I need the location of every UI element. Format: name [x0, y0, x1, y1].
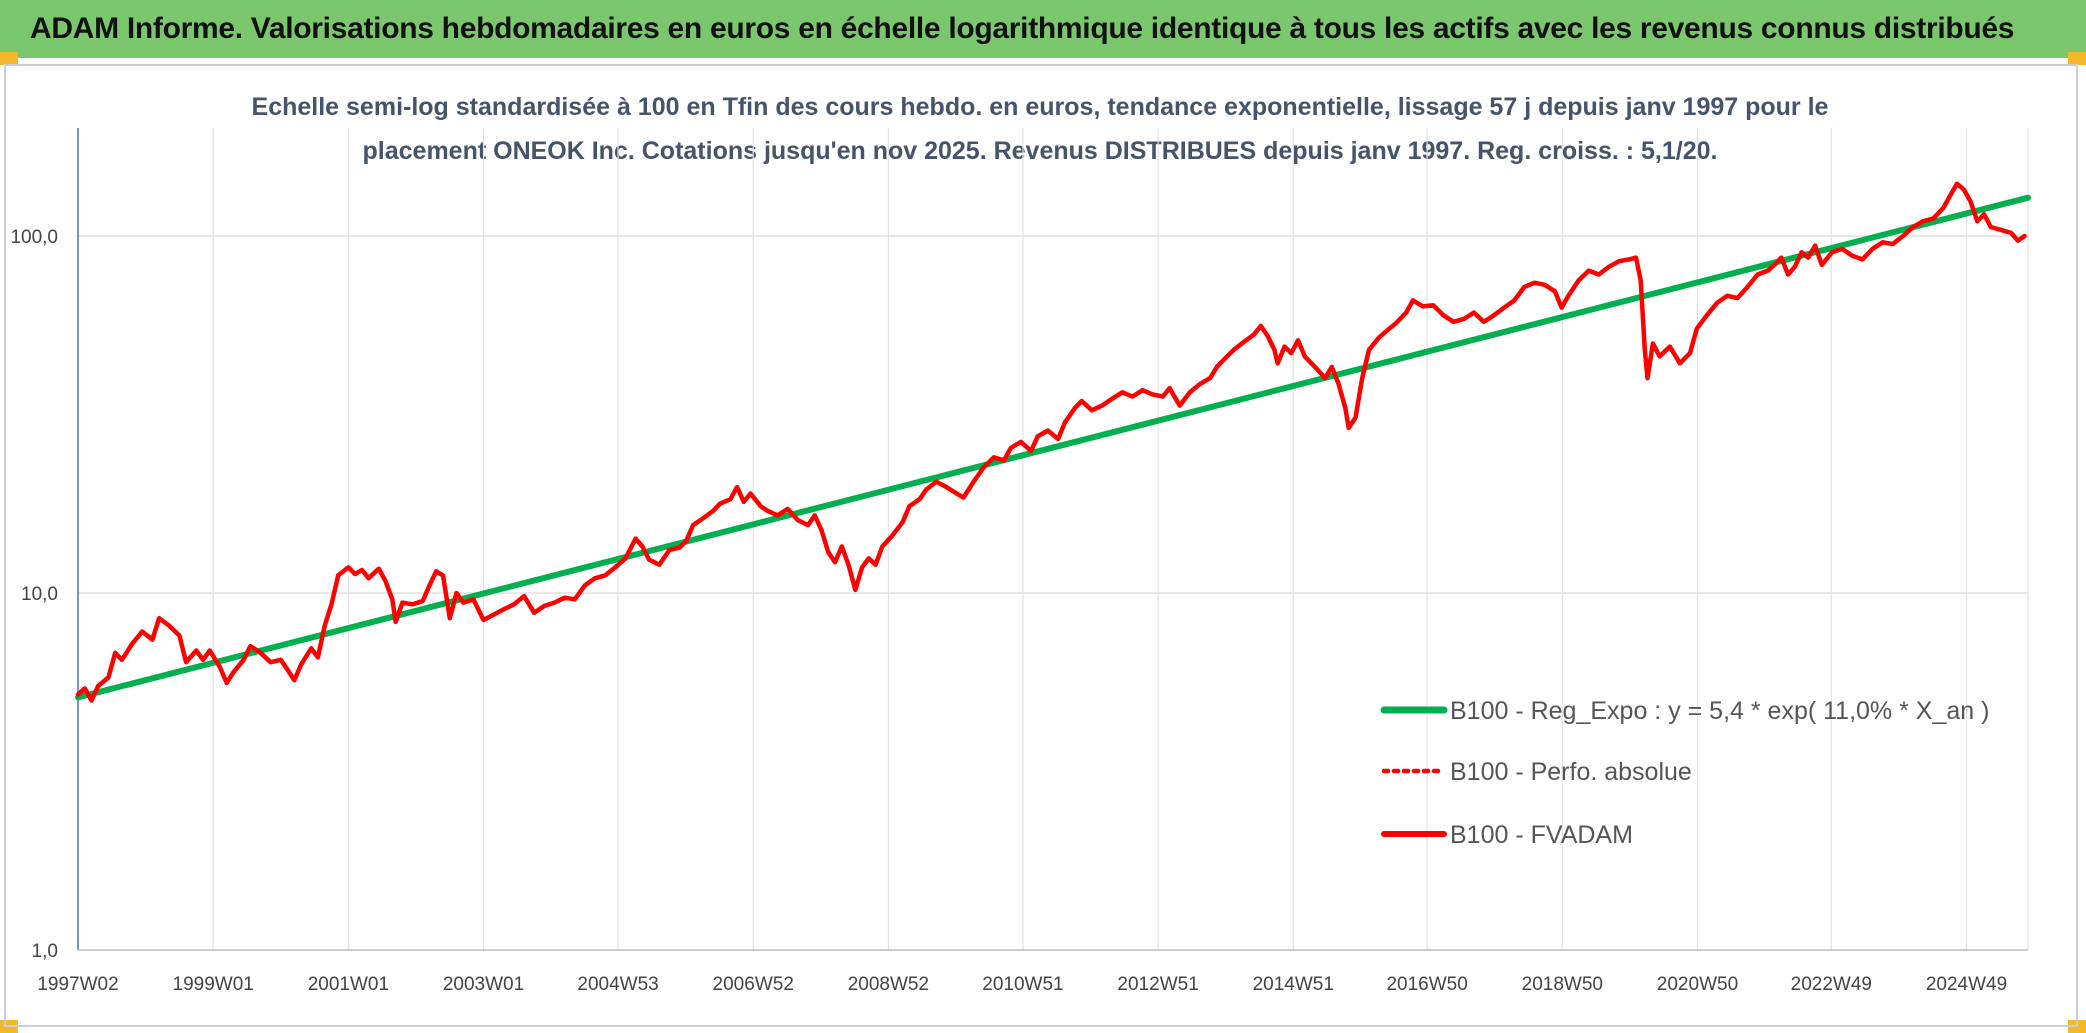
x-tick-label: 2018W50	[1522, 974, 1603, 995]
x-tick-label: 2001W01	[308, 974, 389, 995]
legend: B100 - Reg_Expo : y = 5,4 * exp( 11,0% *…	[1384, 697, 1989, 849]
series-lines	[78, 184, 2028, 701]
x-tick-label: 2004W53	[577, 974, 658, 995]
x-tick-label: 2008W52	[848, 974, 929, 995]
x-tick-label: 2012W51	[1117, 974, 1198, 995]
y-tick-label: 100,0	[10, 227, 58, 248]
x-tick-label: 1999W01	[173, 974, 254, 995]
x-tick-label: 2022W49	[1791, 974, 1872, 995]
x-tick-label: 2014W51	[1253, 974, 1334, 995]
legend-label: B100 - Reg_Expo : y = 5,4 * exp( 11,0% *…	[1450, 697, 1989, 725]
trend-line	[78, 198, 2028, 698]
x-tick-label: 2010W51	[982, 974, 1063, 995]
x-tick-label: 2016W50	[1386, 974, 1467, 995]
legend-label: B100 - Perfo. absolue	[1450, 758, 1692, 786]
y-tick-labels: 1,0 10,0 100,0	[10, 227, 58, 962]
chart-title-line-1: Echelle semi-log standardisée à 100 en T…	[252, 93, 1829, 121]
x-tick-labels: 1997W02 1999W01 2001W01 2003W01 2004W53 2006W…	[37, 974, 2007, 995]
legend-item-perfo-absolue: B100 - Perfo. absolue	[1384, 758, 1692, 786]
y-tick-label: 1,0	[32, 941, 58, 962]
grid-lines	[78, 128, 2028, 950]
legend-label: B100 - FVADAM	[1450, 821, 1633, 849]
x-tick-label: 2006W52	[713, 974, 794, 995]
chart-title-line-2: placement ONEOK Inc. Cotations jusqu'en …	[363, 137, 1718, 165]
x-tick-label: 2020W50	[1657, 974, 1738, 995]
y-tick-label: 10,0	[21, 584, 58, 605]
x-tick-label: 2003W01	[443, 974, 524, 995]
x-tick-label: 2024W49	[1926, 974, 2007, 995]
legend-item-fvadam: B100 - FVADAM	[1384, 821, 1633, 849]
x-tick-label: 1997W02	[37, 974, 118, 995]
legend-item-reg-expo: B100 - Reg_Expo : y = 5,4 * exp( 11,0% *…	[1384, 697, 1989, 725]
